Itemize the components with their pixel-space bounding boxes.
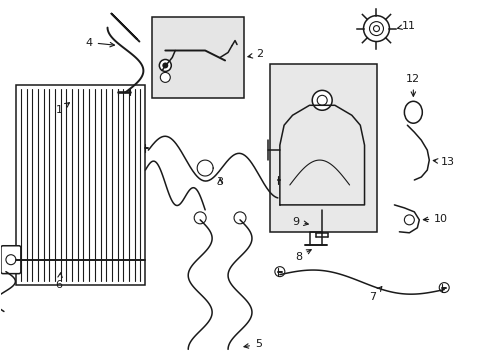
Circle shape xyxy=(363,15,388,41)
Circle shape xyxy=(162,62,168,68)
FancyBboxPatch shape xyxy=(1,246,21,274)
Text: 4: 4 xyxy=(85,37,114,48)
Circle shape xyxy=(312,90,331,110)
Text: 2: 2 xyxy=(247,49,263,59)
Bar xyxy=(269,64,377,232)
Circle shape xyxy=(404,215,413,225)
Ellipse shape xyxy=(404,101,422,123)
Text: 5: 5 xyxy=(244,339,262,349)
Text: 11: 11 xyxy=(397,21,414,31)
Text: 6: 6 xyxy=(56,273,62,289)
Text: 8: 8 xyxy=(294,250,310,262)
Circle shape xyxy=(274,267,285,276)
Circle shape xyxy=(438,283,448,293)
Text: 13: 13 xyxy=(432,157,454,167)
Text: 12: 12 xyxy=(406,75,420,96)
Bar xyxy=(152,17,244,98)
Bar xyxy=(16,85,145,285)
Text: 7: 7 xyxy=(369,287,381,302)
Circle shape xyxy=(160,72,170,82)
Text: 10: 10 xyxy=(423,214,447,224)
Text: 1: 1 xyxy=(56,103,69,115)
Text: 9: 9 xyxy=(292,217,307,227)
Circle shape xyxy=(159,59,171,71)
Circle shape xyxy=(373,26,379,32)
Text: 3: 3 xyxy=(216,177,223,187)
